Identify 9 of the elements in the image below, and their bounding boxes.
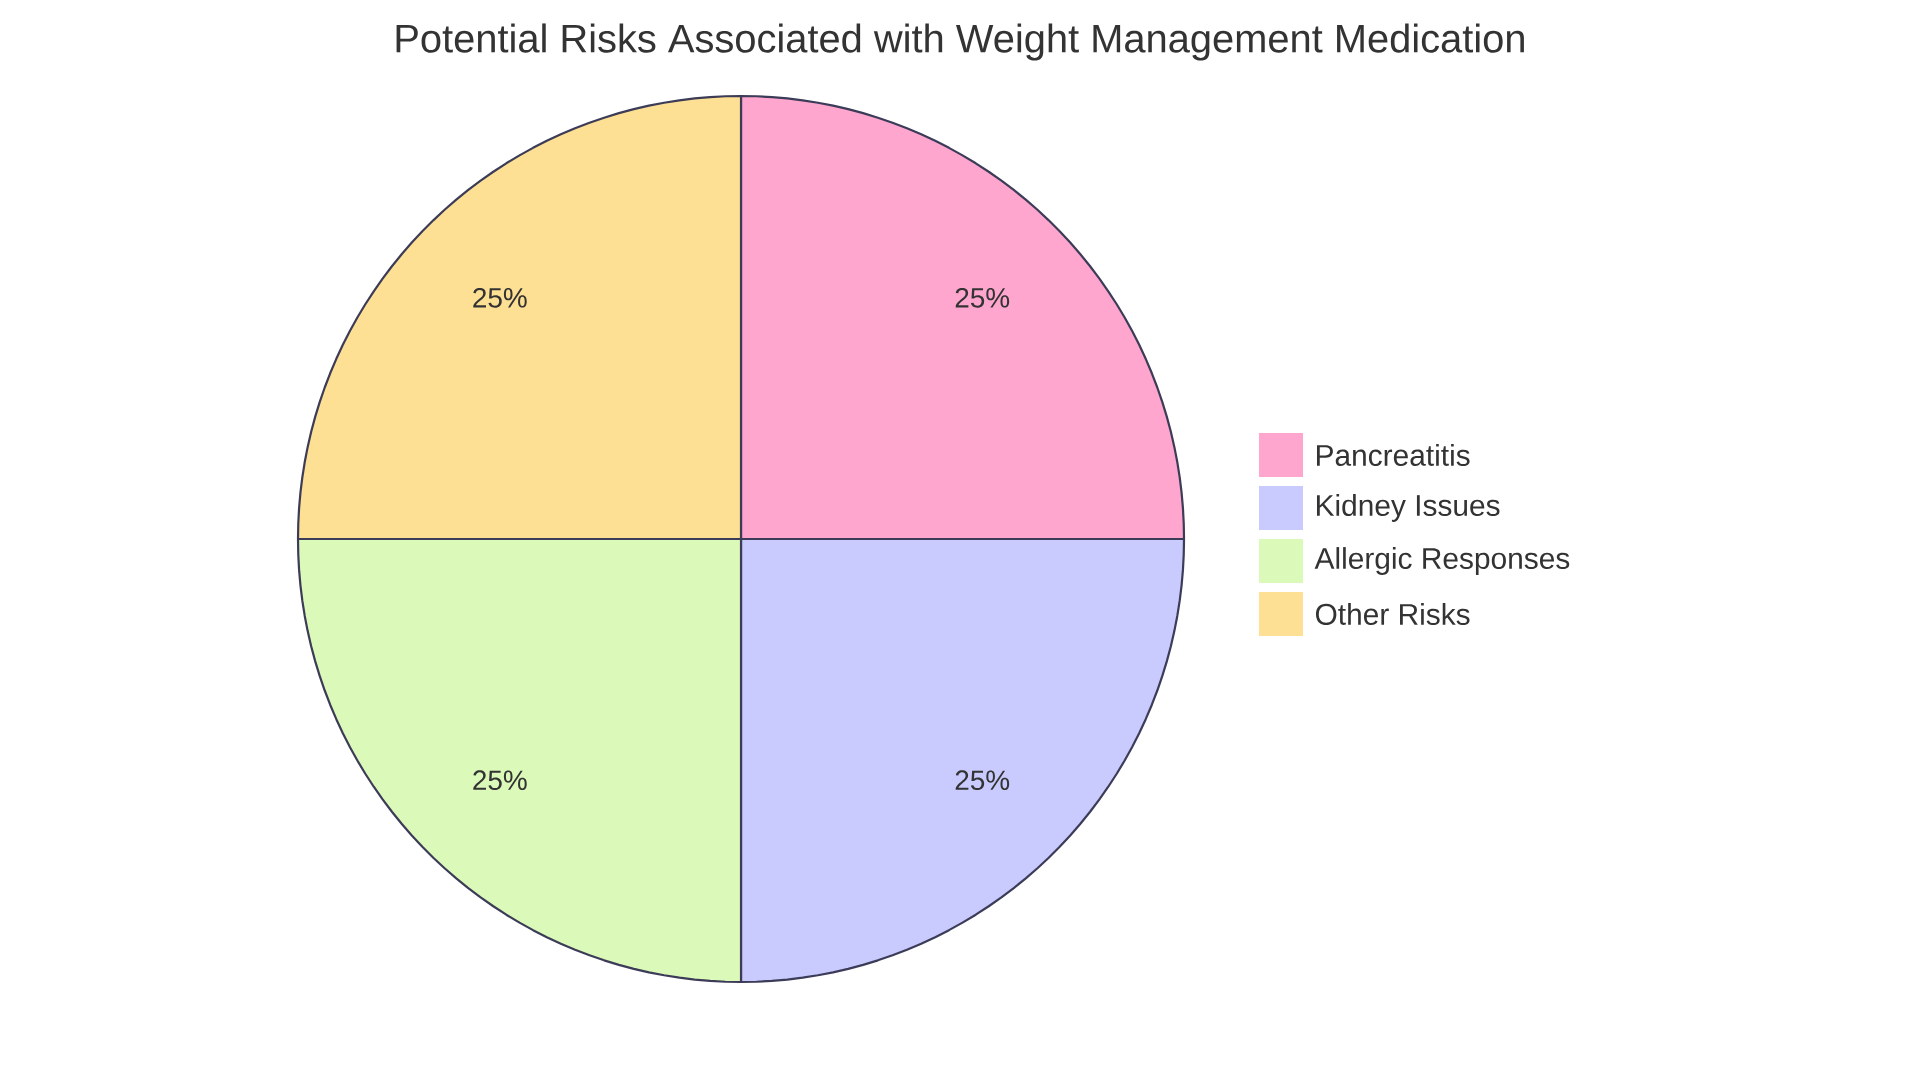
- legend-label: Kidney Issues: [1316, 494, 1500, 522]
- data-label: 25%: [955, 287, 1010, 308]
- data-label: 25%: [955, 770, 1010, 791]
- data-label: 25%: [473, 770, 527, 791]
- data-label: 25%: [473, 287, 527, 308]
- legend-label: Other Risks: [1315, 603, 1470, 625]
- legend-label: Allergic Responses: [1314, 547, 1570, 575]
- chart-title: Potential Risks Associated with Weight Management Medication: [396, 23, 1524, 61]
- legend-label: Pancreatitis: [1316, 444, 1470, 466]
